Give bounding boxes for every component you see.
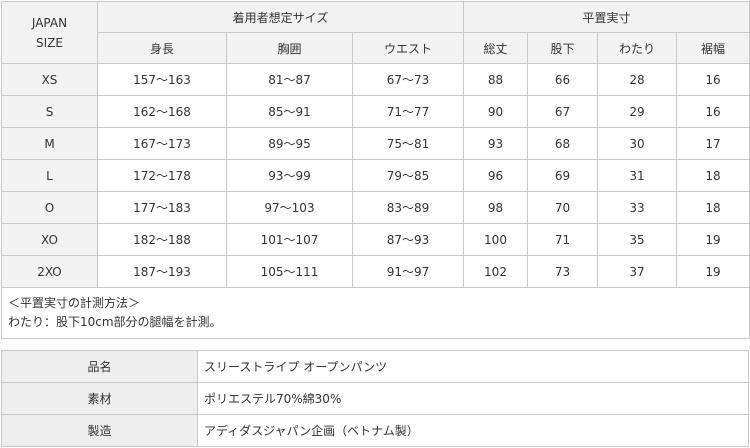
table-cell: 29 — [597, 95, 677, 128]
table-row: 2XO 187〜193 105〜111 91〜97 102 73 37 19 — [1, 255, 750, 288]
table-cell: 182〜188 — [97, 223, 227, 256]
measurement-note: ＜平置実寸の計測方法＞ わたり：股下10cm部分の腿幅を計測。 — [0, 287, 750, 339]
column-header: 裾幅 — [675, 32, 750, 64]
info-row: 製造 アディダスジャパン企画（ベトナム製） — [1, 414, 749, 447]
table-row: XO 182〜188 101〜107 87〜93 100 71 35 19 — [1, 223, 750, 256]
table-cell: 101〜107 — [226, 223, 353, 256]
table-row: M 167〜173 89〜95 75〜81 93 68 30 17 — [1, 127, 750, 160]
table-cell: 91〜97 — [352, 255, 464, 288]
table-cell: 177〜183 — [97, 191, 227, 224]
table-row: S 162〜168 85〜91 71〜77 90 67 29 16 — [1, 95, 750, 128]
table-cell: 83〜89 — [352, 191, 464, 224]
table-cell: 89〜95 — [226, 127, 353, 160]
size-label: 2XO — [1, 255, 98, 288]
column-header: 身長 — [97, 32, 227, 64]
table-cell: 71 — [527, 223, 598, 256]
table-cell: 18 — [675, 159, 750, 192]
table-cell: 30 — [597, 127, 677, 160]
column-header: ウエスト — [352, 32, 464, 64]
table-cell: 75〜81 — [352, 127, 464, 160]
product-info-table: 品名 スリーストライプ オープンパンツ 素材 ポリエステル70%綿30% 製造 アディダス… — [1, 350, 749, 447]
table-cell: 35 — [597, 223, 677, 256]
table-cell: 28 — [597, 63, 677, 96]
table-cell: 73 — [527, 255, 598, 288]
table-cell: 31 — [597, 159, 677, 192]
table-cell: 162〜168 — [97, 95, 227, 128]
table-cell: 67 — [527, 95, 598, 128]
column-header: 股下 — [527, 32, 598, 64]
table-cell: 17 — [675, 127, 750, 160]
table-cell: 81〜87 — [226, 63, 353, 96]
column-header: 総丈 — [463, 32, 528, 64]
table-cell: 18 — [675, 191, 750, 224]
japan-size-header: JAPAN SIZE — [1, 1, 98, 64]
table-cell: 96 — [463, 159, 528, 192]
table-cell: 87〜93 — [352, 223, 464, 256]
info-row: 素材 ポリエステル70%綿30% — [1, 382, 749, 415]
info-value: アディダスジャパン企画（ベトナム製） — [197, 414, 749, 447]
table-cell: 167〜173 — [97, 127, 227, 160]
info-value: スリーストライプ オープンパンツ — [197, 350, 749, 383]
info-label: 製造 — [1, 414, 198, 447]
note-title: ＜平置実寸の計測方法＞ — [8, 296, 141, 310]
size-label: M — [1, 127, 98, 160]
table-cell: 69 — [527, 159, 598, 192]
note-text: わたり：股下10cm部分の腿幅を計測。 — [8, 315, 222, 329]
table-cell: 102 — [463, 255, 528, 288]
table-cell: 16 — [675, 95, 750, 128]
info-value: ポリエステル70%綿30% — [197, 382, 749, 415]
info-label: 品名 — [1, 350, 198, 383]
table-cell: 68 — [527, 127, 598, 160]
wearer-size-header: 着用者想定サイズ — [97, 1, 464, 33]
table-cell: 67〜73 — [352, 63, 464, 96]
table-cell: 93 — [463, 127, 528, 160]
size-table: JAPAN SIZE 着用者想定サイズ 平置実寸 身長 胸囲 ウエスト 総丈 股下 わたり… — [0, 1, 750, 339]
table-cell: 93〜99 — [226, 159, 353, 192]
size-label: O — [1, 191, 98, 224]
size-label: XS — [1, 63, 98, 96]
table-cell: 70 — [527, 191, 598, 224]
table-cell: 97〜103 — [226, 191, 353, 224]
info-row: 品名 スリーストライプ オープンパンツ — [1, 350, 749, 383]
table-cell: 71〜77 — [352, 95, 464, 128]
table-cell: 16 — [675, 63, 750, 96]
table-cell: 19 — [675, 255, 750, 288]
size-label: S — [1, 95, 98, 128]
table-cell: 90 — [463, 95, 528, 128]
table-cell: 33 — [597, 191, 677, 224]
table-cell: 88 — [463, 63, 528, 96]
table-cell: 19 — [675, 223, 750, 256]
table-cell: 100 — [463, 223, 528, 256]
table-cell: 157〜163 — [97, 63, 227, 96]
info-label: 素材 — [1, 382, 198, 415]
table-cell: 98 — [463, 191, 528, 224]
table-cell: 105〜111 — [226, 255, 353, 288]
column-header: 胸囲 — [226, 32, 353, 64]
table-cell: 79〜85 — [352, 159, 464, 192]
column-header: わたり — [597, 32, 677, 64]
size-label: L — [1, 159, 98, 192]
table-row: O 177〜183 97〜103 83〜89 98 70 33 18 — [1, 191, 750, 224]
table-row: L 172〜178 93〜99 79〜85 96 69 31 18 — [1, 159, 750, 192]
table-cell: 85〜91 — [226, 95, 353, 128]
table-cell: 187〜193 — [97, 255, 227, 288]
flat-measure-header: 平置実寸 — [462, 1, 750, 33]
table-row: XS 157〜163 81〜87 67〜73 88 66 28 16 — [1, 63, 750, 96]
table-cell: 172〜178 — [97, 159, 227, 192]
table-cell: 66 — [527, 63, 598, 96]
table-cell: 37 — [597, 255, 677, 288]
size-label: XO — [1, 223, 98, 256]
